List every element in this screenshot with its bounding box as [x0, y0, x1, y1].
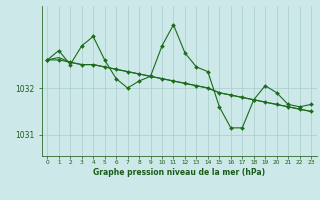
X-axis label: Graphe pression niveau de la mer (hPa): Graphe pression niveau de la mer (hPa)	[93, 168, 265, 177]
